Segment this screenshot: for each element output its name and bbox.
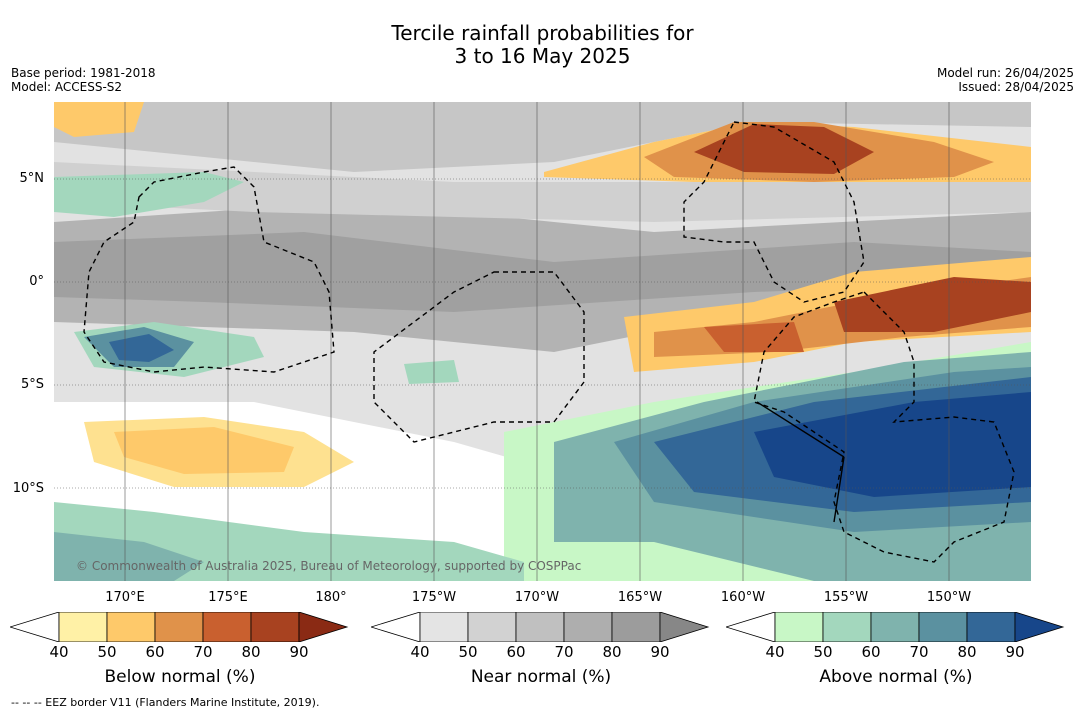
colorbar-segment [774,612,824,642]
colorbar-tick-label: 70 [193,643,213,661]
title-line-2: 3 to 16 May 2025 [454,44,631,68]
eez-kiribati-gilbert [83,166,335,373]
colorbar-segment [467,612,517,642]
colorbar-segment [822,612,872,642]
eez-phoenix [373,271,585,443]
colorbar-segment [419,612,469,642]
issued-date: Issued: 28/04/2025 [958,80,1074,94]
model-name: Model: ACCESS-S2 [11,80,123,94]
colorbar-segment [106,612,156,642]
meta-left: Base period: 1981-2018 Model: ACCESS-S2 [11,66,156,94]
grey-band-mid [54,162,1031,222]
eez-solid-segment [756,401,845,458]
gridlines [54,102,1031,581]
lon-label-170w: 170°W [514,590,560,605]
probability-map [54,102,1031,581]
eez-line-islands [683,121,865,303]
yellow-patch-topleft [54,102,144,137]
colorbar-segment [515,612,565,642]
colorbar-tick-label: 90 [650,643,670,661]
colorbar-segment [154,612,204,642]
colorbar-tick-label: 70 [909,643,929,661]
colorbar-tick-label: 80 [241,643,261,661]
lon-label-170e: 170°E [105,590,145,605]
colorbar-tick-label: 50 [458,643,478,661]
colorbar-above-label: Above normal (%) [819,667,973,687]
map-title: Tercile rainfall probabilities for 3 to … [0,22,1085,68]
eez-footnote: -- -- -- EEZ border V11 (Flanders Marine… [11,696,320,709]
colorbar-below-arrow-left [10,612,60,642]
eez-solid-segment-2 [833,456,845,523]
colorbar-tick-label: 40 [410,643,430,661]
green-patch-north [54,172,244,217]
colorbar-above-arrow-right [1014,612,1065,642]
yellow-core-southwest [114,427,294,474]
colorbar-tick-label: 90 [1005,643,1025,661]
colorbar-segment [918,612,968,642]
colorbar-segment [202,612,252,642]
model-run: Model run: 26/04/2025 [936,66,1074,80]
colorbar-segment [611,612,661,642]
red-core-south [834,277,1031,332]
above-normal-darkblue [754,392,1031,497]
lat-label-0: 0° [29,274,44,289]
lon-label-165w: 165°W [617,590,663,605]
title-line-1: Tercile rainfall probabilities for [391,21,694,45]
colorbar-tick-label: 90 [289,643,309,661]
meta-right: Model run: 26/04/2025 Issued: 28/04/2025 [937,66,1074,94]
colorbar-near-arrow-right [659,612,710,642]
base-period: Base period: 1981-2018 [11,66,156,80]
lat-label-5s: 5°S [20,377,44,392]
lon-label-175e: 175°E [208,590,248,605]
grey-band-north [54,102,1031,172]
colorbar-tick-label: 50 [97,643,117,661]
colorbar-segment [966,612,1016,642]
colorbar-near-label: Near normal (%) [470,667,612,687]
eez-borders [83,121,1015,563]
lon-label-155w: 155°W [823,590,869,605]
colorbar-tick-label: 80 [602,643,622,661]
colorbar-tick-label: 60 [506,643,526,661]
colorbar-tick-label: 50 [813,643,833,661]
colorbar-above-arrow-left [726,612,776,642]
colorbar-tick-label: 60 [145,643,165,661]
colorbar-below-arrow-right [298,612,349,642]
lat-label-10s: 10°S [12,481,44,496]
colorbar-segment [250,612,300,642]
lon-label-150w: 150°W [926,590,972,605]
colorbar-tick-label: 40 [49,643,69,661]
green-patch-center [404,360,459,384]
lon-label-160w: 160°W [720,590,766,605]
eez-cook-east [753,291,1015,563]
copyright-notice: © Commonwealth of Australia 2025, Bureau… [76,559,582,573]
colorbar-segment [563,612,613,642]
colorbar-below-label: Below normal (%) [104,667,256,687]
lon-label-180: 180° [315,590,347,605]
teal-fringe-southwest [54,532,204,581]
red-core-south-2 [704,322,804,352]
colorbar-tick-label: 70 [554,643,574,661]
colorbar-below-normal [10,612,349,642]
colorbar-near-normal [371,612,710,642]
colorbar-tick-label: 80 [957,643,977,661]
colorbar-tick-label: 60 [861,643,881,661]
red-core-north [694,124,874,174]
colorbar-segment [870,612,920,642]
lat-label-5n: 5°N [19,171,45,186]
colorbar-segment [58,612,108,642]
colorbar-tick-label: 40 [765,643,785,661]
colorbar-above-normal [726,612,1065,642]
colorbar-near-arrow-left [371,612,421,642]
lon-label-175w: 175°W [411,590,457,605]
